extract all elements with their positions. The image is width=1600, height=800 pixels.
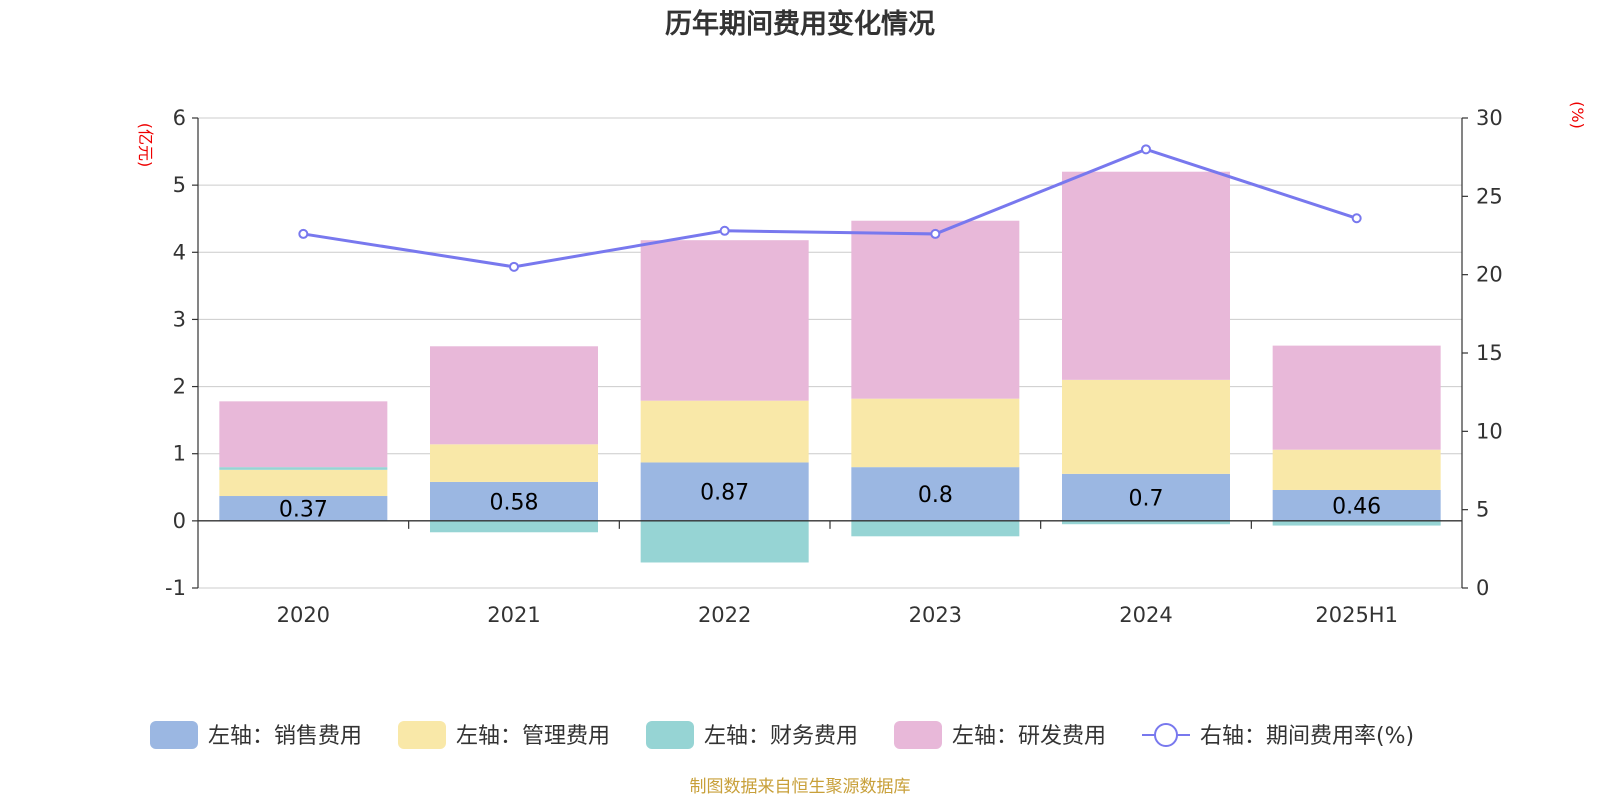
bar[interactable] [851, 467, 1020, 521]
bar[interactable] [851, 520, 1020, 537]
left-tick-label: 1 [173, 442, 186, 466]
bar[interactable] [1062, 473, 1230, 521]
bar[interactable] [430, 481, 598, 521]
bar[interactable] [1062, 520, 1230, 525]
data-labels: 0.37 0.58 0.87 0.8 0.7 0.46 [279, 481, 1381, 523]
legend-swatch[interactable] [150, 721, 198, 749]
right-tick-label: 20 [1476, 263, 1503, 287]
left-tick-label: 0 [173, 509, 186, 533]
data-label: 0.37 [279, 497, 328, 522]
legend-label[interactable]: 右轴：期间费用率(%) [1200, 724, 1414, 749]
bar[interactable] [640, 462, 809, 521]
data-label: 0.8 [918, 483, 953, 508]
bar[interactable] [640, 400, 809, 463]
left-tick-label: 5 [173, 173, 186, 197]
bar[interactable] [1272, 345, 1441, 450]
source-note: 制图数据来自恒生聚源数据库 [690, 777, 911, 797]
bar[interactable] [430, 444, 598, 482]
left-tick-label: 3 [173, 307, 186, 331]
legend-label[interactable]: 左轴：研发费用 [952, 724, 1106, 749]
legend[interactable]: 左轴：销售费用 左轴：管理费用 左轴：财务费用 左轴：研发费用 右轴：期间费用率(%) [150, 721, 1414, 749]
rate-point[interactable] [298, 228, 309, 239]
rate-point[interactable] [1351, 213, 1362, 224]
axes: -1 0 1 2 3 4 5 6 0 5 10 15 20 25 30 2020 2021 2022 2023 202… [165, 106, 1503, 627]
right-axis-unit: (%) [1568, 101, 1587, 129]
right-tick-label: 25 [1476, 184, 1503, 208]
right-tick-label: 15 [1476, 341, 1503, 365]
bar[interactable] [430, 520, 598, 533]
data-label: 0.46 [1332, 494, 1381, 519]
rate-point[interactable] [930, 228, 941, 239]
legend-marker[interactable] [1154, 723, 1178, 747]
data-label: 0.58 [490, 490, 539, 515]
legend-label[interactable]: 左轴：管理费用 [456, 724, 610, 749]
x-tick-label: 2024 [1119, 603, 1172, 627]
left-tick-label: -1 [165, 576, 186, 600]
rate-point[interactable] [1141, 144, 1151, 155]
right-tick-label: 5 [1476, 498, 1489, 522]
bar[interactable] [219, 469, 388, 497]
bar-series [219, 171, 1441, 563]
bar[interactable] [1272, 449, 1441, 490]
legend-swatch[interactable] [894, 721, 942, 749]
bar[interactable] [219, 496, 388, 521]
rate-point[interactable] [509, 261, 519, 272]
rate-line [303, 147, 1358, 269]
x-tick-label: 2023 [909, 603, 962, 627]
right-tick-label: 30 [1476, 106, 1503, 130]
data-label: 0.7 [1129, 486, 1164, 511]
bar[interactable] [430, 346, 598, 445]
gridlines [198, 117, 1462, 589]
bar[interactable] [1272, 489, 1441, 521]
legend-label[interactable]: 左轴：销售费用 [208, 724, 362, 749]
bar[interactable] [219, 467, 388, 470]
data-label: 0.87 [700, 481, 749, 506]
bar[interactable] [1062, 379, 1230, 474]
legend-label[interactable]: 左轴：财务费用 [704, 724, 858, 749]
bar[interactable] [640, 240, 809, 401]
chart-title: 历年期间费用变化情况 [665, 8, 935, 40]
right-tick-label: 0 [1476, 576, 1489, 600]
bar[interactable] [1272, 520, 1441, 526]
rate-point[interactable] [719, 225, 730, 236]
bar[interactable] [640, 520, 809, 563]
bar[interactable] [1062, 171, 1230, 380]
right-tick-label: 10 [1476, 419, 1503, 443]
legend-swatch[interactable] [646, 721, 694, 749]
left-tick-label: 6 [173, 106, 186, 130]
left-tick-label: 2 [173, 375, 186, 399]
x-tick-label: 2021 [487, 603, 540, 627]
x-tick-label: 2020 [277, 603, 330, 627]
bar[interactable] [851, 398, 1020, 468]
legend-swatch[interactable] [398, 721, 446, 749]
line-series [298, 144, 1362, 272]
left-axis-unit: (亿元) [136, 123, 155, 168]
x-tick-label: 2025H1 [1315, 603, 1398, 627]
left-tick-label: 4 [173, 240, 186, 264]
x-tick-label: 2022 [698, 603, 751, 627]
bar[interactable] [851, 220, 1020, 399]
bar[interactable] [219, 401, 388, 468]
